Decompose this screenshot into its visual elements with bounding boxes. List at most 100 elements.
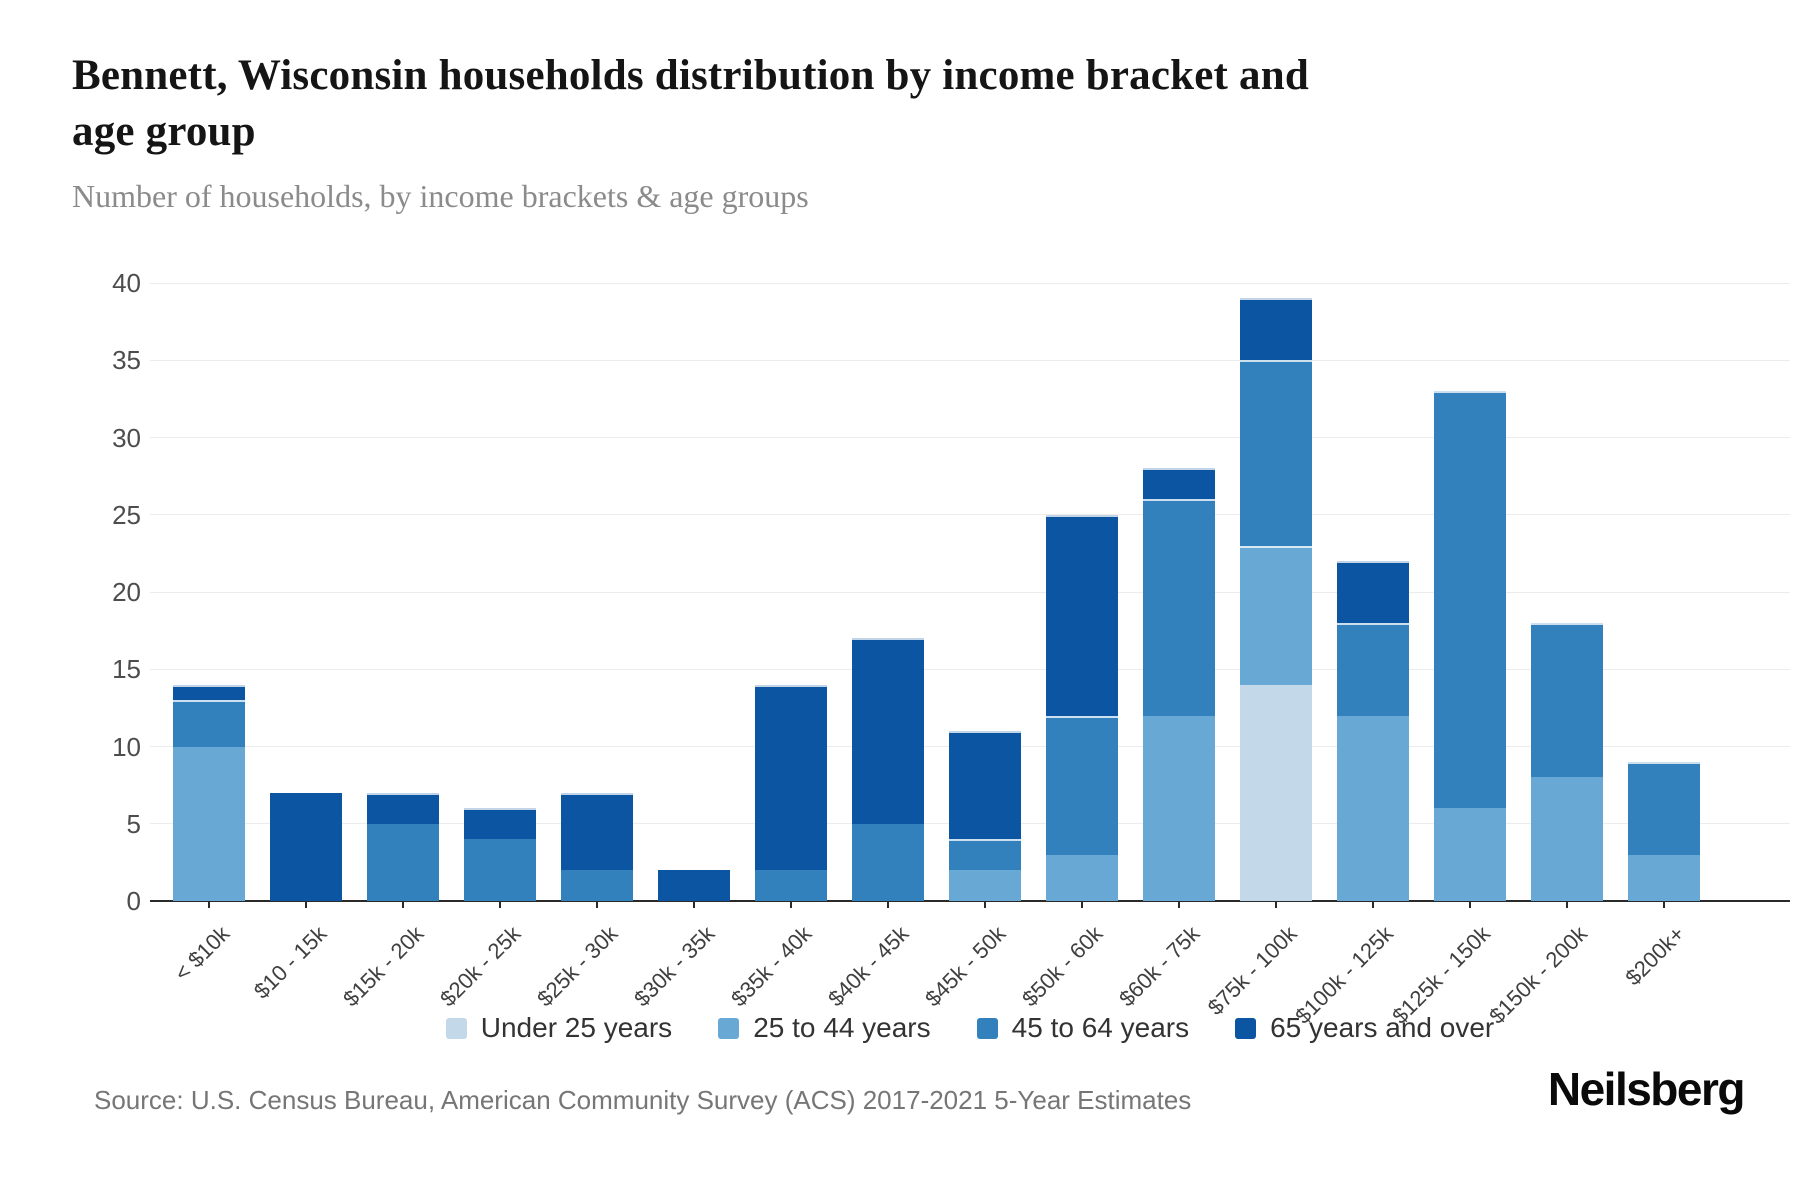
bar-15k-20k[interactable] xyxy=(366,792,439,901)
bar-segment-25-to-44-years[interactable] xyxy=(172,746,245,901)
bar-segment-65-years-and-over[interactable] xyxy=(851,638,924,824)
bar-segment-45-to-64-years[interactable] xyxy=(366,823,439,901)
bar-35k-40k[interactable] xyxy=(754,684,827,901)
x-tick-label: < $10k xyxy=(169,921,235,986)
bar-40k-45k[interactable] xyxy=(851,638,924,901)
bar-segment-25-to-44-years[interactable] xyxy=(1336,715,1409,901)
bar-segment-45-to-64-years[interactable] xyxy=(1239,360,1312,546)
legend-label: 45 to 64 years xyxy=(1011,1012,1190,1043)
bar-125k-150k[interactable] xyxy=(1433,391,1506,901)
y-tick-label-10: 10 xyxy=(112,731,141,762)
chart-title: Bennett, Wisconsin households distributi… xyxy=(72,48,1492,160)
y-axis-labels: 0 5 10 15 20 25 30 35 40 xyxy=(0,0,141,1200)
bar-segment-45-to-64-years[interactable] xyxy=(172,700,245,747)
x-axis-tick xyxy=(498,901,501,908)
bar-segment-65-years-and-over[interactable] xyxy=(560,792,633,871)
bar-segment-45-to-64-years[interactable] xyxy=(1336,622,1409,716)
bar-segment-65-years-and-over[interactable] xyxy=(1142,468,1215,500)
bar-20k-25k[interactable] xyxy=(463,808,536,901)
bar-segment-65-years-and-over[interactable] xyxy=(754,684,827,871)
chart-title-line2: age group xyxy=(72,108,256,155)
legend-item-45-to-64-years[interactable]: 45 to 64 years xyxy=(976,1012,1190,1044)
y-tick-label-25: 25 xyxy=(112,499,141,530)
legend-swatch xyxy=(1235,1017,1257,1039)
gridline-25 xyxy=(150,514,1790,516)
x-tick-label: $15k - 20k xyxy=(337,921,429,1012)
y-tick-label-15: 15 xyxy=(112,654,141,685)
chart-subtitle: Number of households, by income brackets… xyxy=(72,178,809,214)
bar-segment-45-to-64-years[interactable] xyxy=(1045,715,1118,855)
bar-segment-45-to-64-years[interactable] xyxy=(1530,622,1603,778)
bar-60k-75k[interactable] xyxy=(1142,468,1215,901)
y-tick-label-0: 0 xyxy=(126,886,141,916)
bar-segment-65-years-and-over[interactable] xyxy=(1045,514,1118,716)
bar-25k-30k[interactable] xyxy=(560,792,633,901)
legend-swatch xyxy=(445,1017,467,1039)
y-tick-label-40: 40 xyxy=(112,268,141,298)
y-tick-label-30: 30 xyxy=(112,422,141,453)
legend: Under 25 years 25 to 44 years 45 to 64 yea… xyxy=(140,1012,1800,1044)
bar-50k-60k[interactable] xyxy=(1045,514,1118,901)
x-tick-label: $10 - 15k xyxy=(248,921,332,1004)
bar-150k-200k[interactable] xyxy=(1530,622,1603,901)
y-tick-label-35: 35 xyxy=(112,345,141,376)
source-note: Source: U.S. Census Bureau, American Com… xyxy=(94,1085,1192,1115)
bar-segment-45-to-64-years[interactable] xyxy=(1433,391,1506,809)
x-tick-label: $75k - 100k xyxy=(1202,921,1302,1020)
bar-segment-65-years-and-over[interactable] xyxy=(657,870,730,901)
x-axis-tick xyxy=(789,901,792,908)
x-tick-label: $30k - 35k xyxy=(628,921,720,1012)
x-axis-tick xyxy=(1468,901,1471,908)
bar-segment-25-to-44-years[interactable] xyxy=(1627,854,1700,901)
x-tick-label: $200k+ xyxy=(1620,921,1690,991)
bar-segment-45-to-64-years[interactable] xyxy=(851,823,924,901)
bar-segment-65-years-and-over[interactable] xyxy=(1336,561,1409,623)
bar-200k[interactable] xyxy=(1627,761,1700,901)
gridline-40 xyxy=(150,282,1790,284)
x-axis-tick xyxy=(983,901,986,908)
bar-segment-65-years-and-over[interactable] xyxy=(948,731,1021,840)
bar-segment-under-25-years[interactable] xyxy=(1239,684,1312,901)
bar-segment-45-to-64-years[interactable] xyxy=(463,839,536,901)
legend-swatch xyxy=(718,1017,740,1039)
bar-segment-25-to-44-years[interactable] xyxy=(948,870,1021,901)
legend-label: 25 to 44 years xyxy=(753,1012,931,1043)
bar-segment-65-years-and-over[interactable] xyxy=(463,808,536,840)
bar-segment-25-to-44-years[interactable] xyxy=(1239,545,1312,685)
bar-75k-100k[interactable] xyxy=(1239,298,1312,901)
bar-100k-125k[interactable] xyxy=(1336,561,1409,901)
x-tick-label: $50k - 60k xyxy=(1016,921,1108,1012)
x-axis-tick xyxy=(1565,901,1568,908)
bar-segment-65-years-and-over[interactable] xyxy=(269,792,342,901)
legend-item-65-years-and-over[interactable]: 65 years and over xyxy=(1235,1012,1494,1044)
bar-30k-35k[interactable] xyxy=(657,870,730,901)
bar-segment-25-to-44-years[interactable] xyxy=(1530,777,1603,901)
bar-segment-45-to-64-years[interactable] xyxy=(560,870,633,901)
x-axis-tick xyxy=(1662,901,1665,908)
x-axis-tick xyxy=(1371,901,1374,908)
bar-segment-25-to-44-years[interactable] xyxy=(1045,854,1118,901)
bar-segment-25-to-44-years[interactable] xyxy=(1142,715,1215,901)
x-axis-tick xyxy=(1274,901,1277,908)
bar-segment-65-years-and-over[interactable] xyxy=(1239,298,1312,361)
bar-segment-65-years-and-over[interactable] xyxy=(172,684,245,701)
neilsberg-logo: Neilsberg xyxy=(1547,1063,1746,1115)
x-axis-tick xyxy=(207,901,210,908)
bar-10-15k[interactable] xyxy=(269,792,342,901)
x-axis-tick xyxy=(595,901,598,908)
bar-segment-45-to-64-years[interactable] xyxy=(1627,761,1700,855)
bar-segment-45-to-64-years[interactable] xyxy=(754,870,827,901)
bar-10k[interactable] xyxy=(172,684,245,901)
bar-segment-45-to-64-years[interactable] xyxy=(948,839,1021,871)
legend-item-under-25-years[interactable]: Under 25 years xyxy=(445,1012,672,1044)
bar-segment-45-to-64-years[interactable] xyxy=(1142,499,1215,716)
x-tick-label: $40k - 45k xyxy=(822,921,914,1012)
gridline-35 xyxy=(150,359,1790,361)
bar-45k-50k[interactable] xyxy=(948,731,1021,901)
bar-segment-25-to-44-years[interactable] xyxy=(1433,808,1506,901)
x-axis-tick xyxy=(886,901,889,908)
bar-segment-65-years-and-over[interactable] xyxy=(366,792,439,824)
legend-item-25-to-44-years[interactable]: 25 to 44 years xyxy=(718,1012,931,1044)
x-axis-tick xyxy=(692,901,695,908)
